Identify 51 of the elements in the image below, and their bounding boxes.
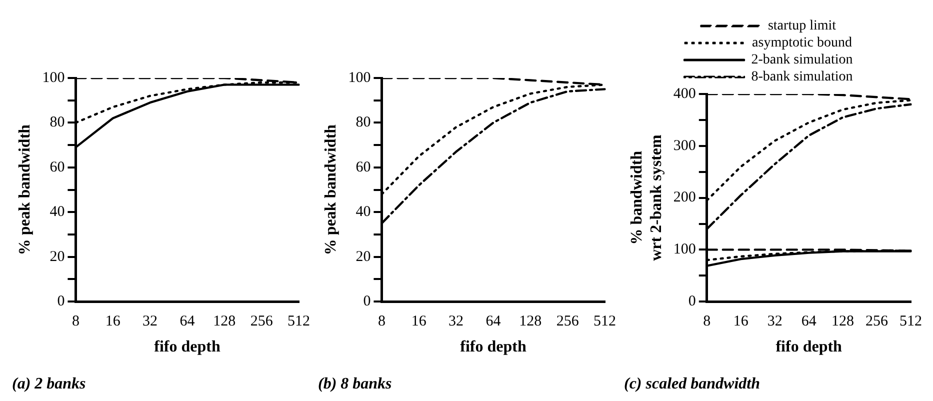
y-tick-label: 100 xyxy=(348,70,371,86)
x-tick-label: 8 xyxy=(703,314,711,330)
y-axis-title: % bandwidth wrt 2-bank system xyxy=(628,134,665,261)
x-tick-label: 512 xyxy=(900,314,922,330)
y-tick-label: 0 xyxy=(57,294,65,310)
x-tick-label: 8 xyxy=(72,314,80,330)
x-tick-label: 32 xyxy=(767,314,782,330)
x-tick-label: 256 xyxy=(866,314,889,330)
y-tick-label: 400 xyxy=(673,86,696,102)
y-tick-label: 60 xyxy=(50,159,65,176)
x-tick-label: 16 xyxy=(733,314,749,330)
x-axis-title: fifo depth xyxy=(154,338,220,356)
x-tick-label: 64 xyxy=(801,314,817,330)
x-tick-label: 64 xyxy=(486,314,502,330)
x-tick-label: 128 xyxy=(519,314,542,330)
x-tick-label: 16 xyxy=(105,314,121,330)
y-tick-label: 0 xyxy=(363,294,371,310)
legend-label: asymptotic bound xyxy=(752,36,852,51)
y-tick-label: 80 xyxy=(50,114,65,131)
y-tick-label: 200 xyxy=(673,190,696,206)
x-tick-label: 128 xyxy=(832,314,854,330)
text: (b) 8 banks xyxy=(318,376,392,393)
y-tick-label: 40 xyxy=(50,204,65,220)
text: (a) 2 banks xyxy=(12,376,86,393)
legend-label: 8-bank simulation xyxy=(751,70,853,85)
x-tick-label: 8 xyxy=(378,314,386,330)
y-tick-label: 80 xyxy=(356,114,371,131)
y-tick-label: 20 xyxy=(356,248,371,265)
y-tick-label: 20 xyxy=(50,248,65,265)
x-tick-label: 512 xyxy=(288,314,310,330)
x-tick-label: 256 xyxy=(250,314,274,330)
y-tick-label: 60 xyxy=(356,159,371,176)
legend-label: startup limit xyxy=(768,18,836,34)
y-tick-label: 100 xyxy=(673,242,696,258)
y-tick-label: 300 xyxy=(673,138,696,154)
y-axis-title: % peak bandwidth xyxy=(322,124,340,256)
x-tick-label: 64 xyxy=(180,314,196,330)
x-tick-label: 16 xyxy=(411,314,427,330)
x-tick-label: 32 xyxy=(448,314,464,330)
x-tick-label: 256 xyxy=(556,314,580,330)
text: (c) scaled bandwidth xyxy=(624,376,760,393)
legend-label: 2-bank simulation xyxy=(751,52,853,68)
y-axis-title: % peak bandwidth xyxy=(16,124,34,256)
x-tick-label: 512 xyxy=(594,314,616,330)
y-tick-label: 40 xyxy=(356,204,371,220)
y-tick-label: 0 xyxy=(688,294,696,310)
x-axis-title: fifo depth xyxy=(460,338,526,356)
x-tick-label: 128 xyxy=(213,314,236,330)
x-tick-label: 32 xyxy=(142,314,158,330)
y-tick-label: 100 xyxy=(42,70,65,86)
x-axis-title: fifo depth xyxy=(776,338,842,356)
